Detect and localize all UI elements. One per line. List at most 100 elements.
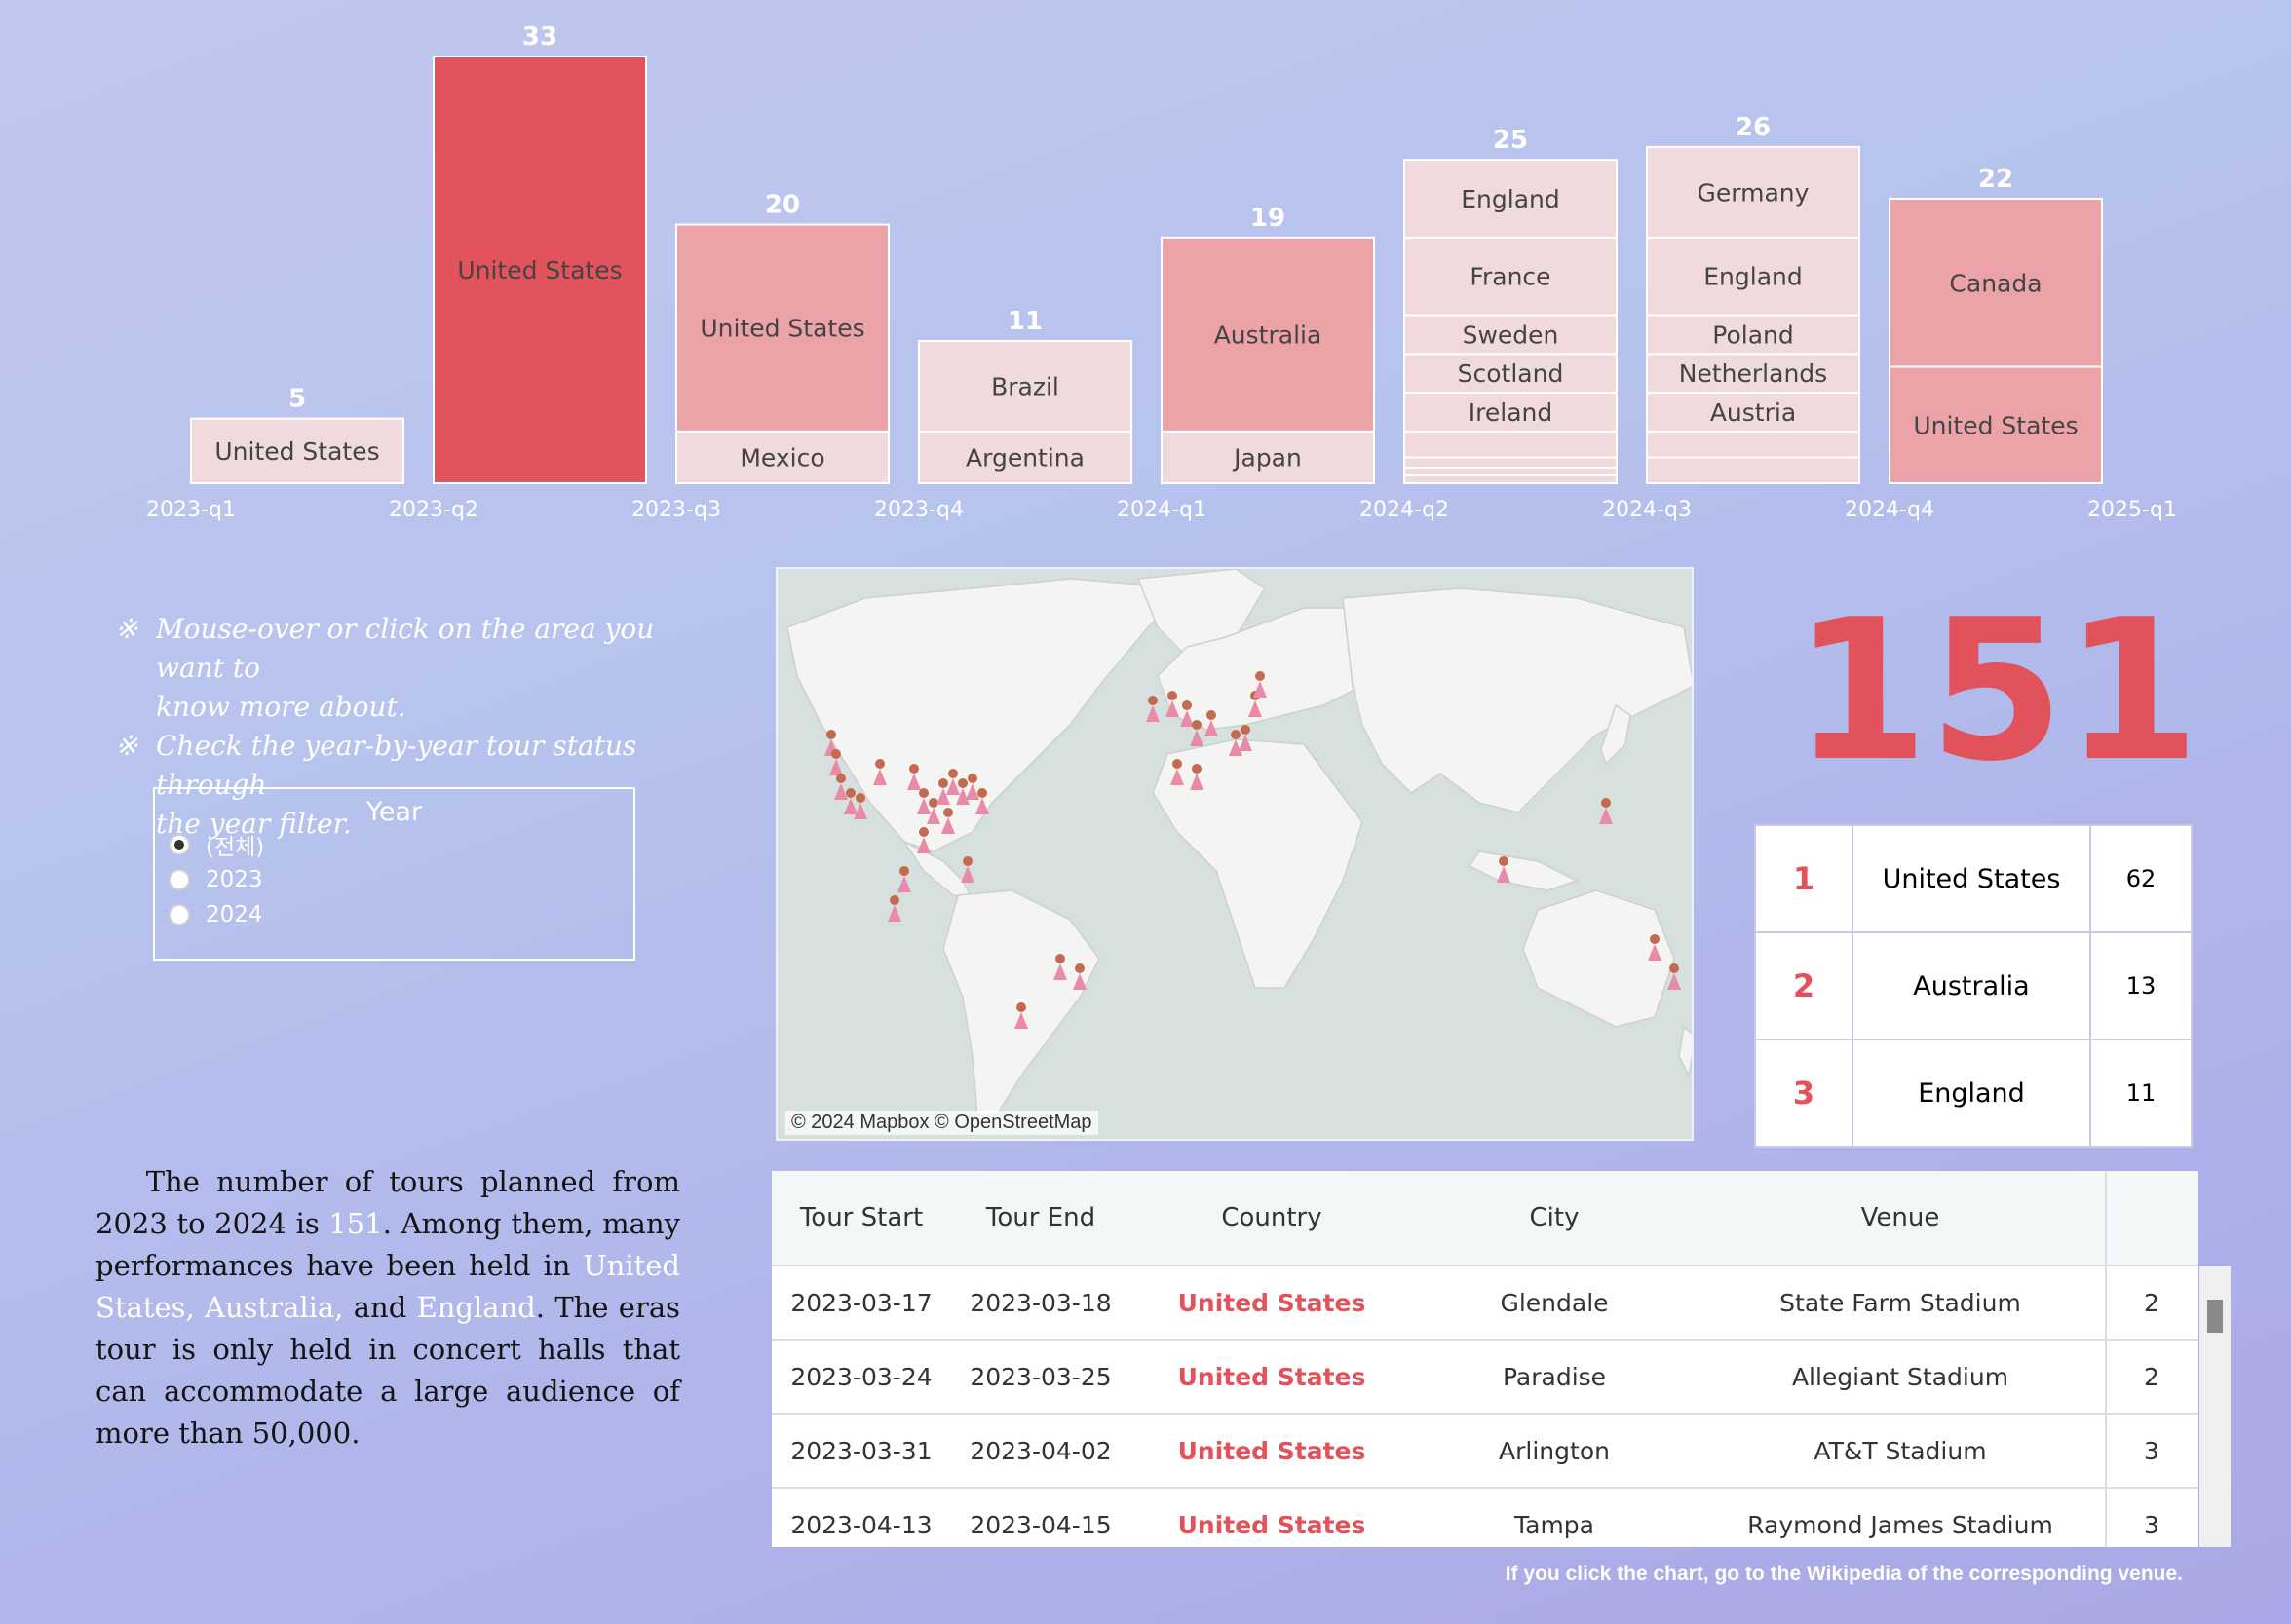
performer-icon[interactable] — [917, 788, 931, 814]
performer-icon[interactable] — [1253, 671, 1267, 698]
performer-icon[interactable] — [917, 827, 931, 853]
bar-segment[interactable] — [1403, 392, 1618, 433]
bar-segment[interactable] — [1403, 353, 1618, 395]
performer-icon[interactable] — [1053, 954, 1067, 980]
cell-tour-start: 2023-04-13 — [790, 1510, 933, 1539]
ranking-row[interactable]: 1 United States 62 — [1754, 824, 2193, 933]
performer-icon[interactable] — [966, 774, 979, 800]
bar-segment[interactable] — [190, 417, 404, 484]
performer-icon[interactable] — [946, 769, 960, 795]
performer-icon[interactable] — [1497, 856, 1510, 883]
bar-segment[interactable] — [1646, 314, 1860, 356]
bar-segment[interactable] — [1403, 467, 1618, 477]
cell-venue[interactable]: State Farm Stadium — [1779, 1288, 2021, 1317]
performer-icon[interactable] — [897, 866, 911, 892]
performer-icon[interactable] — [961, 856, 974, 883]
bar-segment[interactable] — [1646, 236, 1860, 317]
year-option-2024[interactable]: 2024 — [169, 897, 633, 932]
table-row[interactable]: 2023-03-31 2023-04-02 United States Arli… — [772, 1415, 2198, 1489]
bar-segment[interactable] — [1646, 353, 1860, 395]
central-america-shape — [901, 840, 974, 902]
bar-segment[interactable] — [918, 430, 1132, 484]
bar-segment[interactable] — [1646, 145, 1860, 239]
bar-segment[interactable] — [1403, 236, 1618, 317]
header-tour-start[interactable]: Tour Start — [799, 1203, 924, 1232]
bar-segment[interactable] — [675, 223, 890, 433]
radio-icon[interactable] — [169, 869, 190, 890]
performer-icon[interactable] — [936, 778, 950, 805]
performer-icon[interactable] — [907, 764, 921, 790]
year-option-2023[interactable]: 2023 — [169, 862, 633, 897]
rank-count: 62 — [2089, 824, 2193, 933]
bar-segment[interactable] — [1161, 236, 1375, 433]
scrollbar-thumb[interactable] — [2207, 1300, 2223, 1333]
bar-segment[interactable] — [1403, 159, 1618, 239]
tour-map[interactable]: © 2024 Mapbox © OpenStreetMap — [776, 567, 1694, 1141]
note-text: the year filter. — [156, 808, 352, 840]
new-zealand-shape — [1678, 1025, 1692, 1078]
cell-venue[interactable]: Raymond James Stadium — [1747, 1510, 2053, 1539]
cell-venue[interactable]: AT&T Stadium — [1814, 1436, 1987, 1465]
bar-segment[interactable] — [1403, 314, 1618, 356]
performer-icon[interactable] — [975, 788, 989, 814]
bar-segment[interactable] — [1646, 456, 1860, 485]
performer-icon[interactable] — [927, 798, 940, 824]
performer-icon[interactable] — [1190, 720, 1203, 746]
bar-total-label: 25 — [1493, 126, 1528, 155]
header-city[interactable]: City — [1529, 1203, 1580, 1232]
performer-icon[interactable] — [834, 774, 848, 800]
bar-segment[interactable] — [1403, 430, 1618, 459]
performer-icon[interactable] — [854, 793, 867, 819]
table-row[interactable]: 2023-03-17 2023-03-18 United States Glen… — [772, 1266, 2198, 1341]
performer-icon[interactable] — [1170, 759, 1184, 785]
cell-tour-end: 2023-04-02 — [970, 1436, 1112, 1465]
performer-icon[interactable] — [1180, 700, 1194, 727]
bar-segment[interactable] — [1646, 430, 1860, 459]
radio-selected-icon[interactable] — [169, 834, 190, 855]
ranking-row[interactable]: 2 Australia 13 — [1754, 931, 2193, 1040]
note-mark: ※ — [115, 730, 138, 762]
bar-segment[interactable] — [1161, 430, 1375, 484]
cell-venue[interactable]: Allegiant Stadium — [1791, 1362, 2009, 1391]
performer-icon[interactable] — [888, 895, 901, 922]
bar-segment[interactable] — [918, 340, 1132, 433]
performer-icon[interactable] — [1073, 963, 1087, 990]
performer-icon[interactable] — [873, 759, 887, 785]
note-text: know more about. — [156, 691, 406, 723]
table-row[interactable]: 2023-04-13 2023-04-15 United States Tamp… — [772, 1489, 2198, 1547]
header-tour-end[interactable]: Tour End — [985, 1203, 1096, 1232]
performer-icon[interactable] — [941, 808, 955, 834]
performer-icon[interactable] — [1146, 696, 1160, 722]
bar-segment[interactable] — [1889, 198, 2103, 368]
summary-text: . The eras tour is only held in concert … — [95, 1291, 681, 1450]
performer-icon[interactable] — [844, 788, 858, 814]
bar-segment[interactable] — [1403, 474, 1618, 485]
radio-icon[interactable] — [169, 904, 190, 925]
year-option-all[interactable]: (전체) — [169, 827, 633, 862]
performer-icon[interactable] — [1204, 710, 1218, 736]
quarterly-tour-chart[interactable]: United States 5 United States 33 Mexico Unite… — [0, 0, 2291, 526]
performer-icon[interactable] — [1599, 798, 1613, 824]
performer-icon[interactable] — [1229, 730, 1242, 756]
performer-icon[interactable] — [1667, 963, 1681, 990]
year-option-label: 2023 — [206, 867, 263, 892]
performer-icon[interactable] — [1190, 764, 1203, 790]
performer-icon[interactable] — [1239, 725, 1252, 751]
performer-icon[interactable] — [1165, 691, 1179, 717]
summary-text: . Among them, many performances have bee… — [95, 1207, 680, 1282]
summary-country: Australia, — [205, 1291, 344, 1324]
performer-icon[interactable] — [956, 778, 970, 805]
performer-icon[interactable] — [1648, 934, 1661, 961]
header-venue[interactable]: Venue — [1860, 1203, 1940, 1232]
ranking-row[interactable]: 3 England 11 — [1754, 1039, 2193, 1148]
bar-segment[interactable] — [433, 56, 647, 484]
rank-number: 3 — [1754, 1039, 1853, 1148]
header-country[interactable]: Country — [1221, 1203, 1322, 1232]
bar-segment[interactable] — [1889, 365, 2103, 484]
header-count — [2105, 1171, 2196, 1265]
table-row[interactable]: 2023-03-24 2023-03-25 United States Para… — [772, 1341, 2198, 1415]
performer-icon[interactable] — [1014, 1002, 1028, 1029]
performer-icon[interactable] — [829, 749, 843, 775]
table-scrollbar[interactable] — [2199, 1266, 2231, 1547]
bar-segment[interactable] — [1403, 456, 1618, 470]
